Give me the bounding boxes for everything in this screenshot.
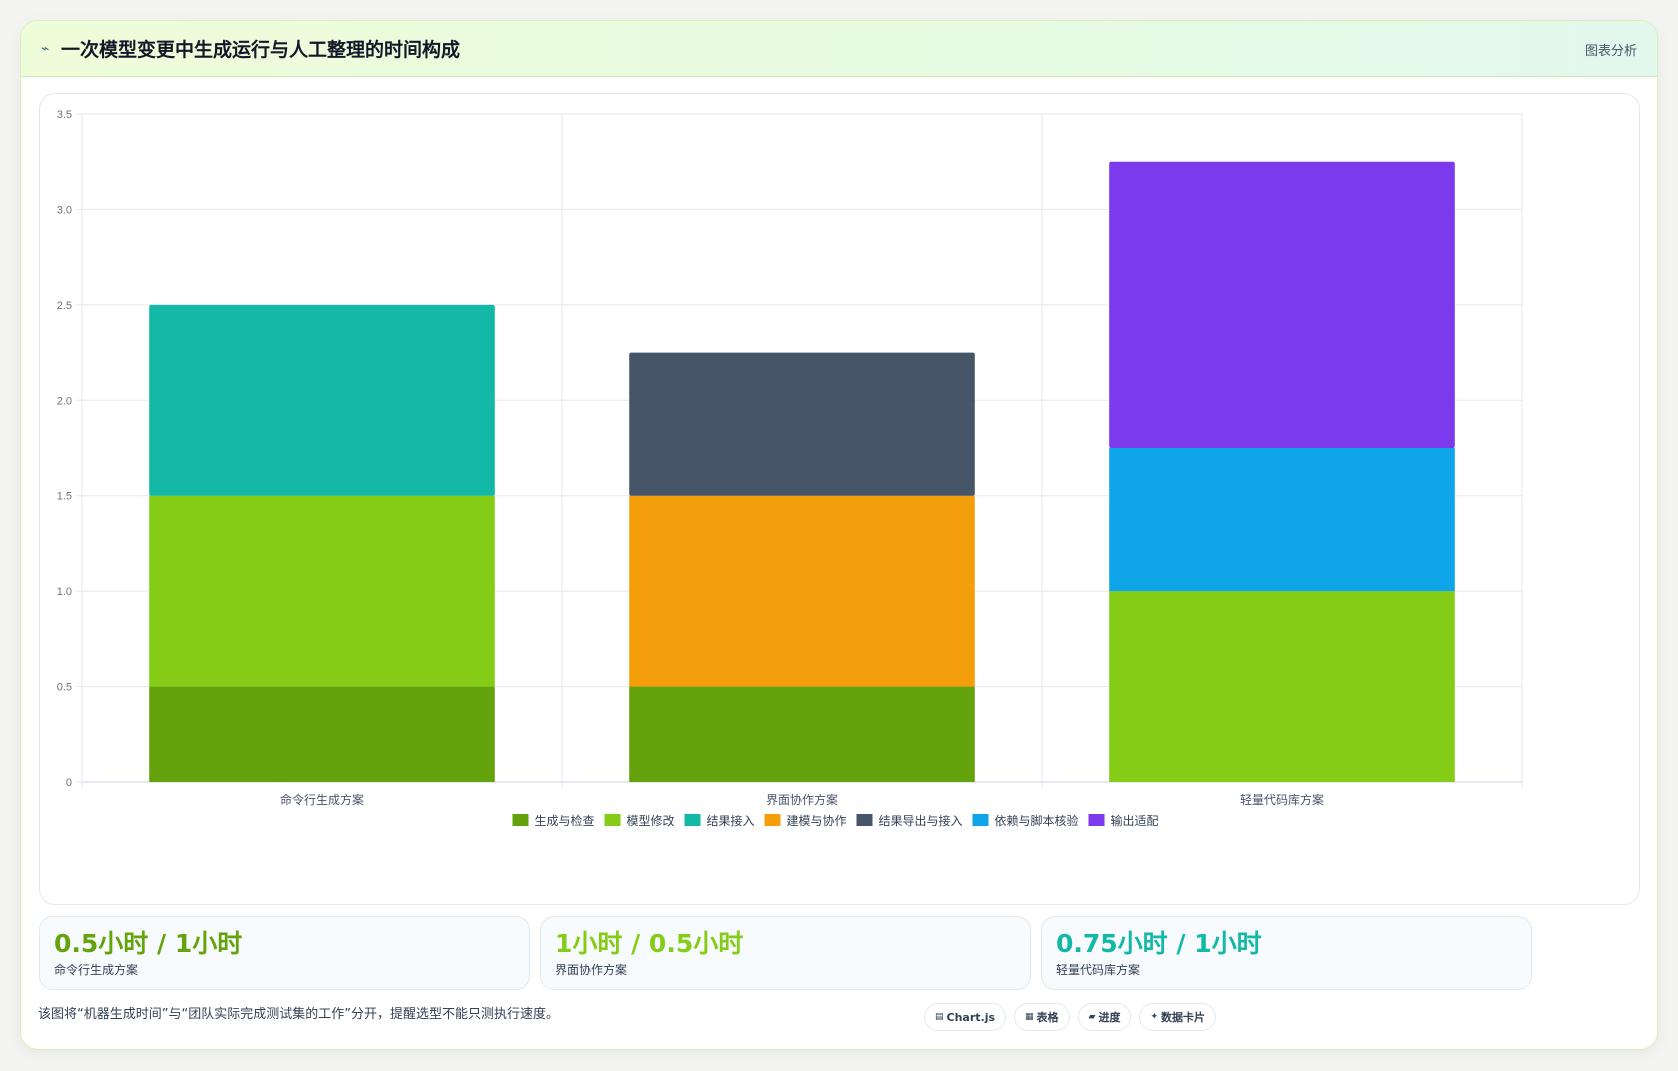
legend-label: 生成与检查 — [535, 813, 595, 828]
progress-icon: ▰ — [1088, 1012, 1096, 1022]
stat-label: 界面协作方案 — [555, 963, 628, 977]
chip-chartjs[interactable]: ▤ Chart.js — [924, 1003, 1007, 1031]
chip-label: Chart.js — [946, 1010, 996, 1024]
legend-swatch — [764, 814, 781, 826]
bar-segment — [629, 686, 975, 782]
stat-card-cli: 0.5小时 / 1小时 命令行生成方案 — [39, 916, 530, 990]
chart-analysis-tag: 图表分析 — [1584, 44, 1637, 59]
legend-swatch — [972, 814, 989, 826]
bar-segment — [149, 686, 495, 782]
y-tick-label: 3.0 — [57, 204, 72, 216]
chart-title: 一次模型变更中生成运行与人工整理的时间构成 — [61, 39, 461, 61]
table-icon: ▦ — [1025, 1012, 1034, 1022]
bar-segment — [629, 352, 975, 496]
stat-value: 1小时 / 0.5小时 — [555, 929, 744, 958]
stat-card-lib: 0.75小时 / 1小时 轻量代码库方案 — [1041, 916, 1532, 990]
bar-segment — [1109, 161, 1455, 448]
card-header: ⌁ 一次模型变更中生成运行与人工整理的时间构成 图表分析 — [21, 21, 1657, 77]
x-tick-label: 界面协作方案 — [766, 792, 838, 807]
legend-label: 依赖与脚本核验 — [995, 813, 1079, 828]
y-tick-label: 2.0 — [57, 395, 72, 407]
feature-chips: ▤ Chart.js ▦ 表格 ▰ 进度 ✦ 数据卡片 — [924, 1003, 1217, 1031]
x-tick-label: 命令行生成方案 — [280, 792, 364, 807]
stat-label: 命令行生成方案 — [54, 963, 139, 977]
chart-note: 该图将“机器生成时间”与“团队实际完成测试集的工作”分开，提醒选型不能只测执行速… — [38, 1007, 559, 1022]
legend-label: 建模与协作 — [787, 813, 847, 828]
bar-segment — [629, 495, 975, 687]
stat-value: 0.5小时 / 1小时 — [54, 929, 243, 958]
x-tick-label: 轻量代码库方案 — [1240, 792, 1324, 807]
y-tick-label: 1.0 — [57, 586, 72, 598]
stat-label: 轻量代码库方案 — [1056, 963, 1141, 977]
sparkle-icon: ✦ — [1150, 1012, 1159, 1022]
chip-label: 表格 — [1036, 1011, 1059, 1024]
bar-segment — [1109, 591, 1455, 782]
legend-swatch — [512, 814, 529, 826]
legend-label: 模型修改 — [627, 813, 675, 828]
legend-label: 结果接入 — [707, 813, 755, 828]
legend-swatch — [1088, 814, 1105, 826]
bar-segment — [1109, 448, 1455, 592]
legend-swatch — [684, 814, 701, 826]
y-tick-label: 2.5 — [57, 300, 72, 312]
y-tick-label: 3.5 — [57, 109, 72, 121]
y-tick-label: 0 — [66, 777, 72, 789]
y-tick-label: 1.5 — [57, 491, 72, 503]
chart-panel: 0 0.5 1.0 1.5 2.0 2.5 3.0 3.5 命令行生成方案 界面协作方案 轻量代码库… — [39, 93, 1640, 905]
chip-table[interactable]: ▦ 表格 — [1014, 1003, 1070, 1031]
chip-progress[interactable]: ▰ 进度 — [1077, 1003, 1132, 1031]
pulse-icon: ⌁ — [41, 40, 50, 57]
bar-segment — [149, 495, 495, 687]
chart-card: ⌁ 一次模型变更中生成运行与人工整理的时间构成 图表分析 0 0.5 1.0 1.5 2… — [20, 20, 1658, 1050]
legend-swatch — [604, 814, 621, 826]
chart-icon: ▤ — [935, 1012, 944, 1022]
legend-label: 输出适配 — [1111, 813, 1159, 828]
chip-label: 进度 — [1098, 1011, 1121, 1024]
chip-label: 数据卡片 — [1161, 1011, 1206, 1024]
bar-segment — [149, 304, 495, 496]
legend-label: 结果导出与接入 — [879, 813, 963, 828]
stat-card-gui: 1小时 / 0.5小时 界面协作方案 — [540, 916, 1031, 990]
stacked-bar-chart: 0 0.5 1.0 1.5 2.0 2.5 3.0 3.5 命令行生成方案 界面协作方案 轻量代码库… — [57, 109, 1523, 828]
stat-value: 0.75小时 / 1小时 — [1056, 929, 1262, 958]
chip-data-card[interactable]: ✦ 数据卡片 — [1139, 1003, 1217, 1031]
y-tick-label: 0.5 — [57, 682, 72, 694]
legend-swatch — [856, 814, 873, 826]
